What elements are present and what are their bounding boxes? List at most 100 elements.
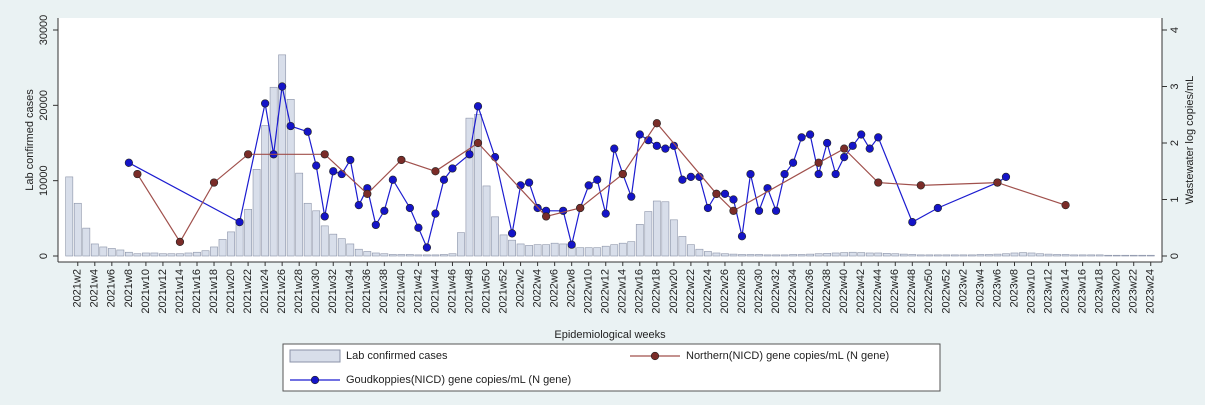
x-tick-label: 2021w24 bbox=[259, 269, 271, 314]
x-tick-label: 2021w18 bbox=[208, 269, 220, 314]
series-marker bbox=[278, 82, 287, 91]
legend-box bbox=[282, 343, 941, 392]
bar bbox=[73, 202, 82, 257]
x-tick-label: 2021w20 bbox=[225, 269, 237, 314]
x-tick-label: 2021w10 bbox=[140, 269, 152, 314]
bar bbox=[857, 252, 866, 257]
bar bbox=[550, 242, 559, 257]
series-marker bbox=[371, 220, 380, 230]
x-tick-label: 2022w44 bbox=[872, 269, 884, 314]
x-tick-label: 2023w10 bbox=[1025, 269, 1037, 314]
bar bbox=[584, 247, 593, 257]
series-marker bbox=[320, 212, 329, 221]
series-marker bbox=[337, 169, 346, 179]
bar bbox=[397, 254, 406, 257]
series-marker bbox=[261, 99, 270, 108]
x-tick-label: 2021w16 bbox=[191, 269, 203, 314]
series-marker bbox=[874, 178, 883, 187]
bar bbox=[448, 253, 457, 257]
legend-marker bbox=[310, 375, 320, 385]
series-marker bbox=[874, 133, 883, 142]
series-marker bbox=[380, 206, 389, 215]
bar bbox=[593, 247, 602, 257]
bar bbox=[814, 253, 823, 257]
bar bbox=[278, 54, 287, 257]
x-tick-label: 2022w38 bbox=[821, 269, 833, 314]
x-tick-label: 2023w8 bbox=[1008, 269, 1020, 308]
x-tick-label: 2021w4 bbox=[89, 269, 101, 308]
series-marker bbox=[771, 206, 781, 215]
bar bbox=[874, 252, 883, 257]
bar bbox=[261, 125, 269, 257]
series-marker bbox=[627, 192, 636, 201]
bar bbox=[440, 254, 448, 257]
x-tick-label: 2022w14 bbox=[617, 269, 629, 314]
x-tick-label: 2022w18 bbox=[651, 269, 663, 314]
x-tick-label: 2021w32 bbox=[327, 269, 339, 314]
bar bbox=[831, 252, 840, 257]
series-marker bbox=[414, 223, 423, 232]
series-marker bbox=[405, 203, 414, 213]
bar bbox=[465, 117, 474, 257]
bar bbox=[1087, 254, 1096, 257]
series-marker bbox=[720, 189, 730, 198]
x-tick-label: 2023w12 bbox=[1042, 269, 1054, 314]
bar bbox=[695, 248, 704, 257]
bar bbox=[882, 253, 891, 257]
x-tick-label: 2022w2 bbox=[514, 269, 526, 308]
bar bbox=[704, 251, 712, 257]
series-marker bbox=[661, 144, 670, 153]
bar bbox=[363, 251, 372, 257]
bar bbox=[167, 253, 176, 257]
bar bbox=[899, 253, 908, 257]
x-tick-label: 2021w30 bbox=[310, 269, 322, 314]
series-marker bbox=[729, 195, 738, 204]
x-tick-label: 2022w6 bbox=[549, 269, 561, 308]
bar bbox=[797, 254, 806, 257]
bar bbox=[329, 233, 338, 257]
series-marker bbox=[286, 121, 295, 131]
series-marker bbox=[431, 167, 440, 176]
series-marker bbox=[422, 243, 432, 252]
x-tick-label: 2023w2 bbox=[957, 269, 969, 308]
bar bbox=[806, 253, 814, 257]
bar bbox=[482, 185, 491, 257]
bar bbox=[82, 227, 91, 257]
series-marker bbox=[840, 144, 849, 153]
x-tick-label: 2023w6 bbox=[991, 269, 1003, 308]
x-tick-label: 2023w14 bbox=[1059, 269, 1071, 314]
x-tick-label: 2021w46 bbox=[446, 269, 458, 314]
bar bbox=[1138, 254, 1147, 257]
series-marker bbox=[507, 229, 517, 238]
series-marker bbox=[567, 240, 576, 249]
bar bbox=[516, 243, 525, 257]
bar bbox=[712, 252, 721, 257]
bar bbox=[908, 254, 917, 257]
y-tick-label: 30000 bbox=[38, 15, 50, 46]
bar bbox=[959, 254, 968, 257]
x-tick-label: 2022w26 bbox=[719, 269, 731, 314]
bar bbox=[423, 254, 431, 257]
bar bbox=[1070, 254, 1078, 257]
bar bbox=[542, 244, 551, 257]
bar bbox=[1112, 254, 1121, 257]
bar bbox=[142, 252, 150, 257]
series-marker bbox=[490, 153, 500, 162]
bar bbox=[65, 176, 74, 257]
series-marker bbox=[525, 178, 534, 187]
series-marker bbox=[865, 144, 874, 153]
bar bbox=[499, 234, 508, 257]
x-tick-label: 2021w14 bbox=[174, 269, 186, 314]
series-marker bbox=[320, 150, 329, 159]
bar bbox=[916, 254, 925, 257]
bar bbox=[772, 254, 780, 257]
series-marker bbox=[933, 203, 942, 213]
x-tick-label: 2023w16 bbox=[1077, 269, 1089, 314]
bar bbox=[491, 216, 499, 257]
bar bbox=[150, 252, 159, 257]
x-tick-label: 2021w28 bbox=[293, 269, 305, 314]
series-marker bbox=[652, 141, 661, 150]
series-marker bbox=[439, 175, 449, 184]
series-marker bbox=[686, 172, 695, 181]
